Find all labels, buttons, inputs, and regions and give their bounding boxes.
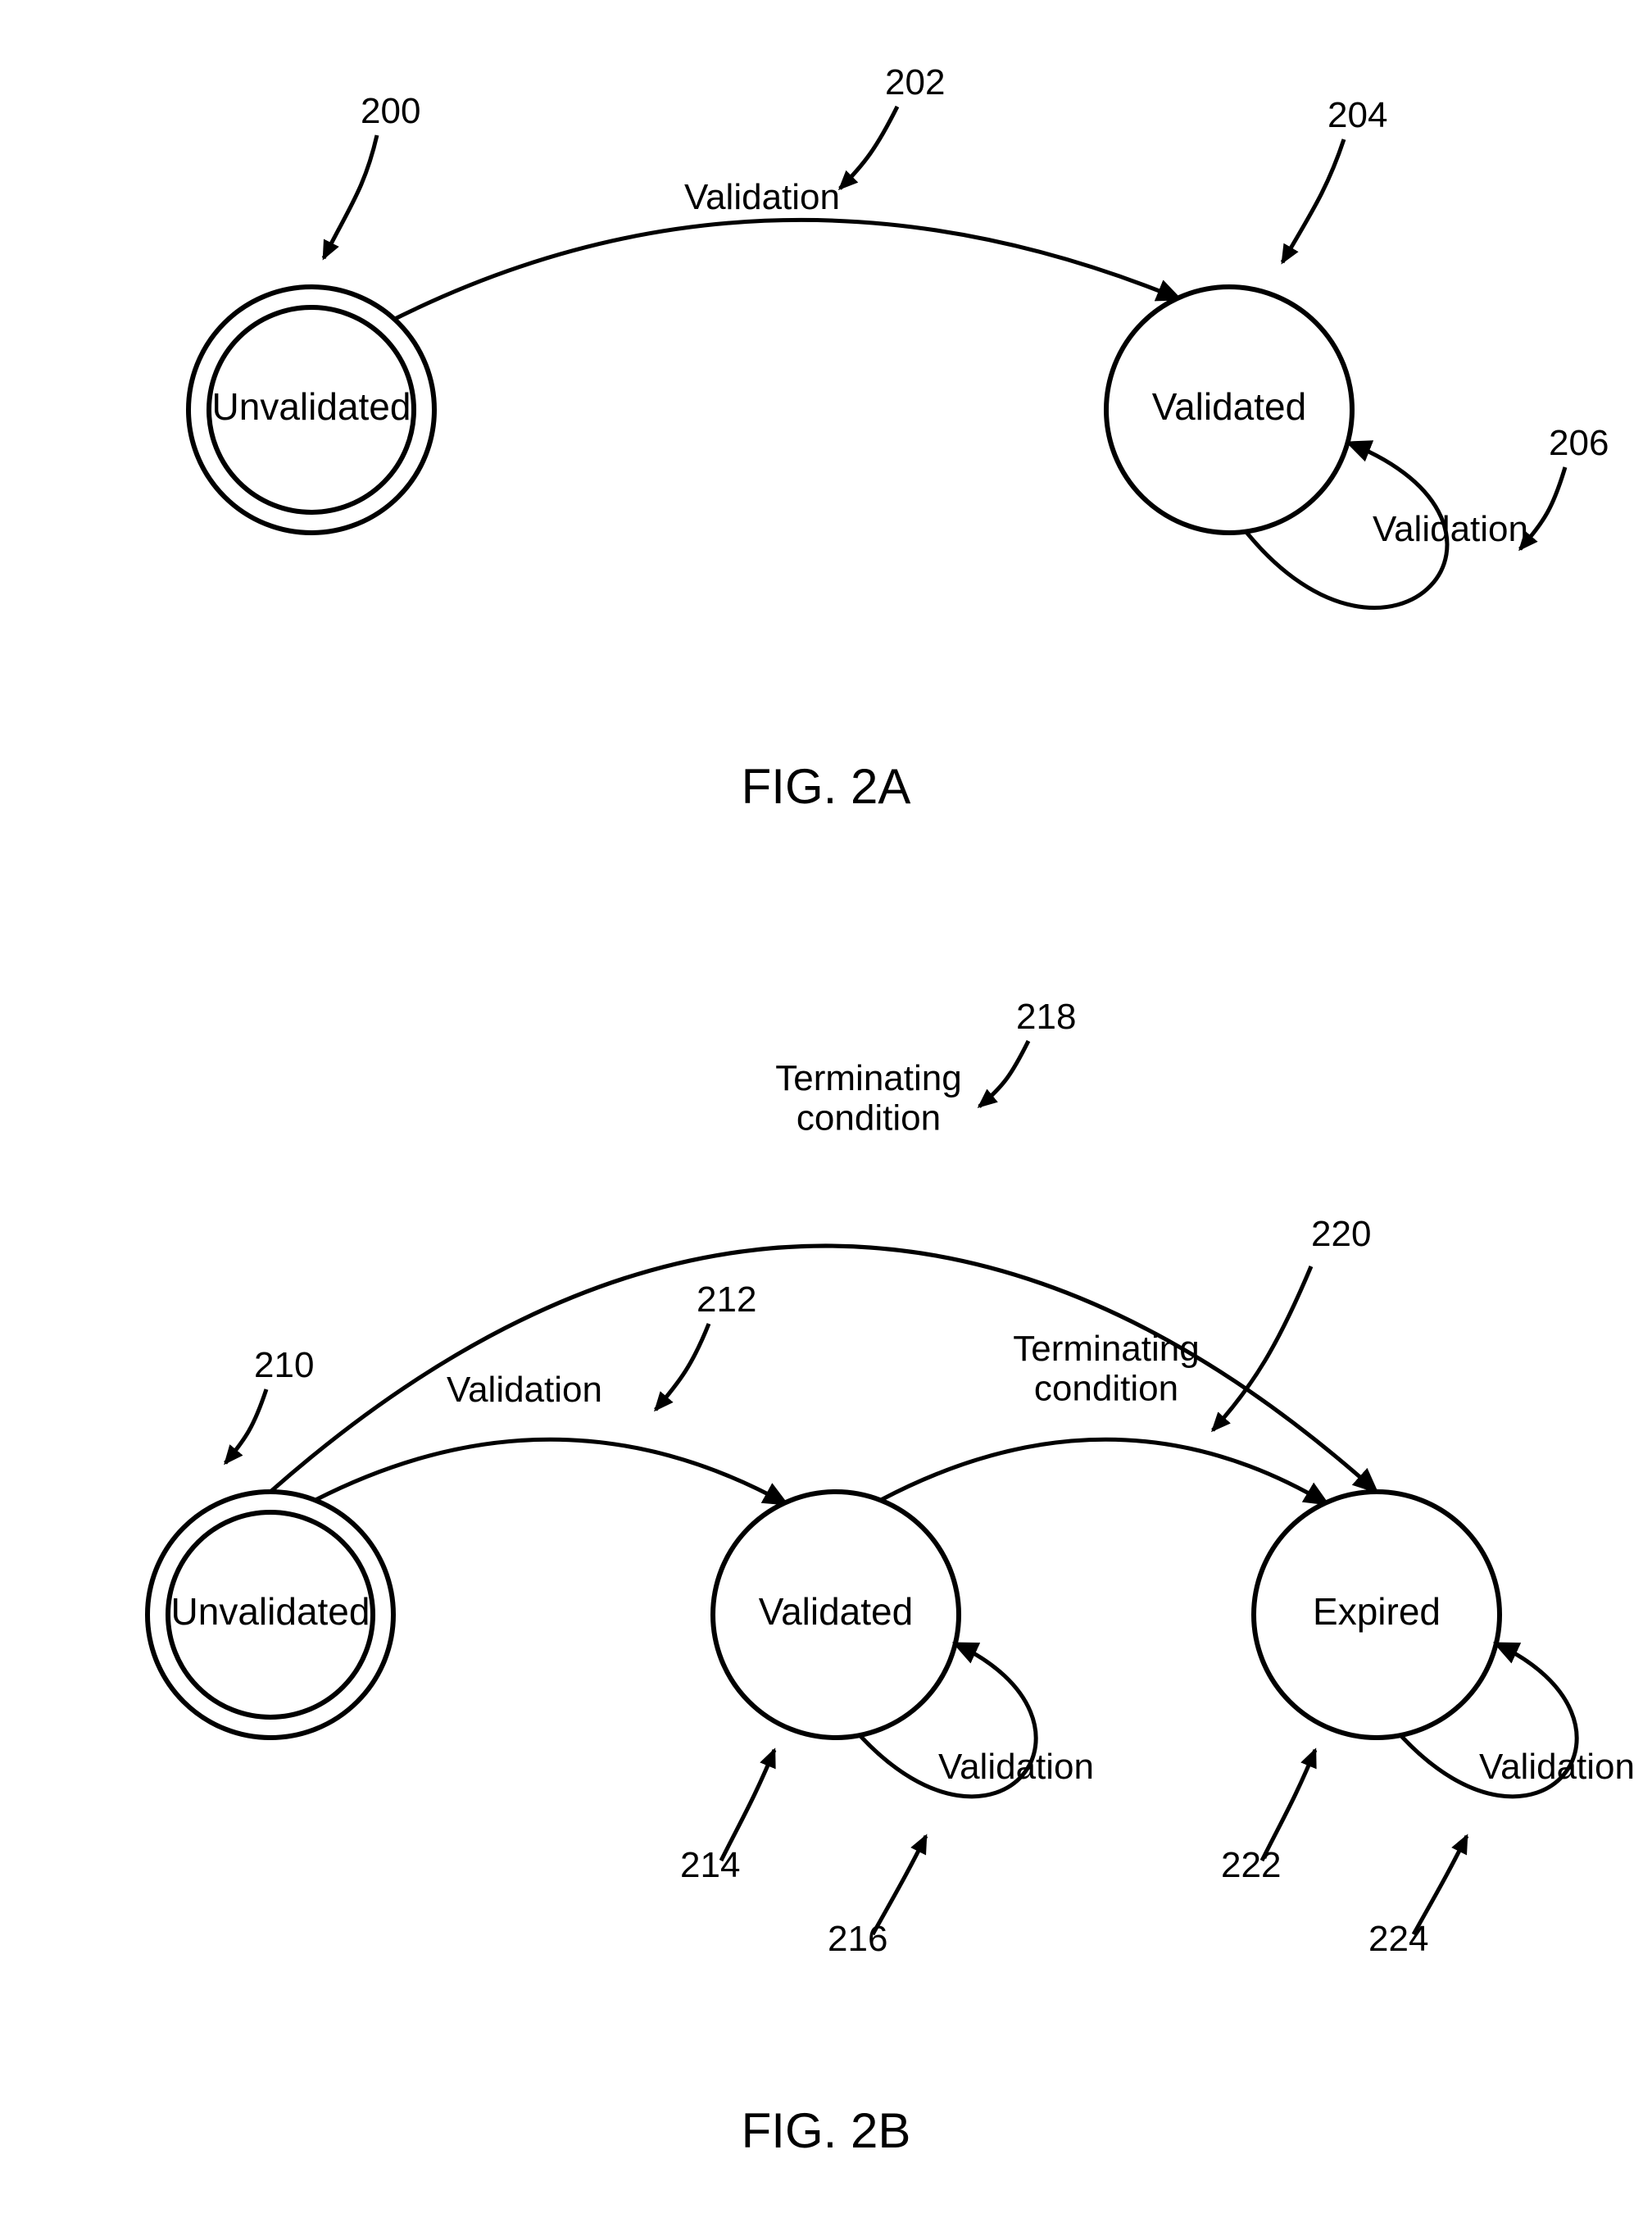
figA-ref-r206: 206 <box>1520 423 1609 549</box>
figA-node-validated-label: Validated <box>1152 385 1306 428</box>
figB-ref-r222: 222 <box>1221 1750 1315 1885</box>
figA-edge-validation-self-label: Validation <box>1373 509 1528 549</box>
figB-edge-validation-uv-v-label: Validation <box>447 1370 602 1410</box>
figB-edge-terminating-top-label: Terminatingcondition <box>775 1058 961 1138</box>
figB-edge-terminating-top: Terminatingcondition <box>270 1058 1377 1492</box>
figB-ref-r218-label: 218 <box>1016 997 1076 1037</box>
figB-edge-terminating-v-e: Terminatingcondition <box>881 1329 1328 1504</box>
figA-edge-validation-label: Validation <box>684 177 840 217</box>
figA-edge-validation: Validation <box>393 177 1180 320</box>
figB-edge-terminating-v-e-label: Terminatingcondition <box>1013 1329 1199 1408</box>
figB-ref-r224-label: 224 <box>1368 1919 1428 1959</box>
figB-ref-r220: 220 <box>1213 1214 1371 1430</box>
figB-edge-validation-self-v-label: Validation <box>938 1747 1094 1787</box>
figA-node-validated: Validated <box>1106 287 1352 533</box>
figA-ref-r204: 204 <box>1282 95 1387 262</box>
figB-ref-r216: 216 <box>828 1836 926 1959</box>
figB-ref-r214: 214 <box>680 1750 774 1885</box>
figB-ref-r210-label: 210 <box>254 1345 314 1385</box>
figB-ref-r222-label: 222 <box>1221 1845 1281 1885</box>
figA-ref-r202: 202 <box>840 62 945 189</box>
figB-node-expired: Expired <box>1254 1492 1500 1738</box>
figB-ref-r210: 210 <box>225 1345 314 1463</box>
figB-node-expired-label: Expired <box>1313 1590 1441 1633</box>
figA-node-unvalidated: Unvalidated <box>188 287 434 533</box>
figB-edge-validation-self-e-label: Validation <box>1479 1747 1635 1787</box>
figB-node-unvalidated-label: Unvalidated <box>171 1590 370 1633</box>
figB-ref-r212: 212 <box>656 1279 756 1410</box>
figB-caption: FIG. 2B <box>742 2103 911 2158</box>
figB-ref-r220-label: 220 <box>1311 1214 1371 1254</box>
figB-ref-r216-label: 216 <box>828 1919 887 1959</box>
figB-node-validated-label: Validated <box>759 1590 913 1633</box>
figB-node-validated: Validated <box>713 1492 959 1738</box>
figB-ref-r212-label: 212 <box>697 1279 756 1320</box>
figB-edge-validation-uv-v: Validation <box>315 1370 787 1504</box>
figB-ref-r224: 224 <box>1368 1836 1467 1959</box>
figA-ref-r200: 200 <box>324 91 420 258</box>
figB-node-unvalidated: Unvalidated <box>148 1492 393 1738</box>
figA-caption: FIG. 2A <box>742 759 911 814</box>
figA-ref-r202-label: 202 <box>885 62 945 102</box>
figA-node-unvalidated-label: Unvalidated <box>212 385 411 428</box>
figA-ref-r204-label: 204 <box>1328 95 1387 135</box>
figA-ref-r200-label: 200 <box>361 91 420 131</box>
figB-ref-r218: 218 <box>979 997 1076 1107</box>
figB-ref-r214-label: 214 <box>680 1845 740 1885</box>
figA-ref-r206-label: 206 <box>1549 423 1609 463</box>
